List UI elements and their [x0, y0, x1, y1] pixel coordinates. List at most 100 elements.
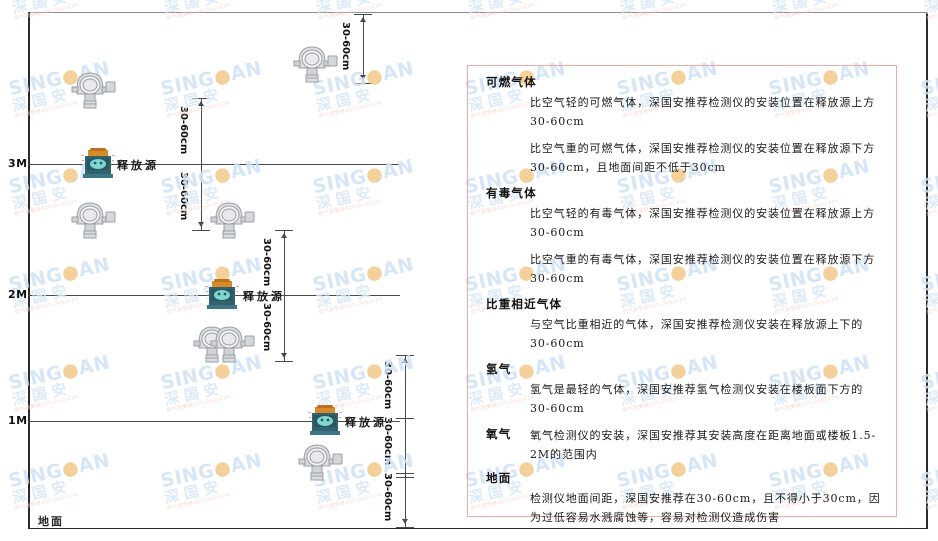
gas-release-source-icon [205, 278, 239, 316]
guidance-section-paragraph: 比空气轻的可燃气体，深国安推荐检测仪的安装位置在释放源上方30-60cm [530, 96, 876, 128]
dimension-label: 30-60cm [382, 473, 393, 522]
guidance-section: 氢气氢气是最轻的气体，深国安推荐氢气检测仪安装在楼板面下方的30-60cm [486, 361, 882, 418]
watermark-brand-en: SING●AN [7, 0, 126, 2]
watermark-subtext: 燃气报警器400-0601434 [926, 492, 938, 512]
watermark-subtext: 燃气报警器400-0601434 [318, 100, 384, 120]
frame-top-border [28, 12, 928, 13]
watermark-brand-en: SING●AN [6, 449, 113, 493]
level-rule-3m [28, 164, 400, 165]
level-rule-1m [28, 421, 400, 422]
leader-line-3m [130, 164, 170, 165]
level-label-3m: 3M [8, 157, 28, 170]
watermark-brand-cn: 深国安 [466, 0, 530, 17]
dimension-label: 30-60cm [178, 172, 189, 221]
watermark-brand-cn: 深国安 [162, 378, 226, 409]
guidance-section-paragraph: 比空气重的有毒气体，深国安推荐检测仪的安装位置在释放源下方30-60cm [530, 253, 876, 285]
watermark-brand-en: SING●AN [159, 0, 278, 2]
guidance-section-title: 氢气 [486, 362, 512, 376]
guidance-section-title: 地面 [486, 471, 512, 485]
watermark-brand-en: SING●AN [918, 459, 938, 493]
watermark-subtext: 燃气报警器400-0601434 [318, 296, 384, 316]
gas-detector-icon [68, 198, 116, 249]
watermark-brand-en: SING●AN [918, 263, 938, 297]
watermark-brand-cn: 深国安 [162, 0, 226, 17]
guidance-panel: 可燃气体 比空气轻的可燃气体，深国安推荐检测仪的安装位置在释放源上方30-60cm… [467, 65, 897, 524]
watermark-brand-en: SING●AN [918, 165, 938, 199]
frame-bottom-border [28, 528, 928, 529]
guidance-section-title: 有毒气体 [486, 186, 537, 200]
watermark-brand-en: SING●AN [919, 0, 938, 2]
watermark-brand-en: SING●AN [311, 0, 430, 2]
guidance-section-paragraph: 与空气比重相近的气体，深国安推荐检测仪安装在释放源上下的30-60cm [530, 318, 864, 350]
watermark-brand-en: SING●AN [310, 155, 417, 199]
watermark-subtext: 燃气报警器400-0601434 [774, 2, 840, 22]
watermark-subtext: 燃气报警器400-0601434 [166, 394, 232, 414]
level-label-1m: 1M [8, 414, 28, 427]
watermark-subtext: 燃气报警器400-0601434 [470, 2, 536, 22]
guidance-section-paragraph: 比空气轻的有毒气体，深国安推荐检测仪的安装位置在释放源上方30-60cm [530, 207, 876, 239]
watermark-brand-en: SING●AN [463, 0, 582, 2]
watermark-subtext: 燃气报警器400-0601434 [14, 394, 80, 414]
dimension-label: 30-60cm [261, 303, 272, 352]
gas-release-source-icon [308, 404, 342, 442]
dimension-column-1m: 30-60cm 30-60cm 30-60cm [382, 355, 423, 528]
ground-label: 地面 [38, 515, 64, 528]
guidance-section: 有毒气体比空气轻的有毒气体，深国安推荐检测仪的安装位置在释放源上方30-60cm… [486, 185, 882, 288]
guidance-section: 地面 检测仪地面间距，深国安推荐在30-60cm，且不得小于30cm，因为过低容易… [486, 470, 882, 527]
watermark-subtext: 燃气报警器400-0601434 [926, 2, 938, 22]
watermark-subtext: 燃气报警器400-0601434 [926, 198, 938, 218]
watermark-brand-en: SING●AN [615, 0, 734, 2]
watermark-brand-cn: 深国安 [314, 280, 378, 311]
watermark-subtext: 燃气报警器400-0601434 [14, 2, 80, 22]
watermark-brand-cn: 深国安 [618, 0, 682, 17]
watermark-brand-en: SING●AN [158, 57, 265, 101]
guidance-section-paragraph: 氧气检测仪的安装，深国安推荐其安装高度在距离地面或楼板1.5-2M的范围内 [530, 429, 877, 461]
guidance-section-paragraph: 比空气重的可燃气体，深国安推荐检测仪的安装位置在释放源下方30-60cm，且地面… [530, 142, 876, 174]
level-label-2m: 2M [8, 288, 28, 301]
leader-line-2m [256, 295, 290, 296]
dimension-column-3m: 30-60cm 30-60cm [178, 98, 219, 231]
guidance-panel-body: 可燃气体 比空气轻的可燃气体，深国安推荐检测仪的安装位置在释放源上方30-60cm… [468, 66, 896, 527]
guidance-section-paragraph: 氢气是最轻的气体，深国安推荐氢气检测仪安装在楼板面下方的30-60cm [530, 383, 864, 415]
watermark-subtext: 燃气报警器400-0601434 [926, 100, 938, 120]
frame-left-axis [28, 12, 30, 529]
gas-detector-icon [207, 322, 255, 373]
dimension-label: 30-60cm [340, 22, 351, 71]
source-label-1m: 释放源 [345, 416, 387, 429]
guidance-section-title: 比重相近气体 [486, 297, 563, 311]
dimension-column-top: 30-60cm [340, 14, 381, 84]
watermark-subtext: 燃气报警器400-0601434 [14, 296, 80, 316]
dimension-label: 30-60cm [261, 238, 272, 287]
frame-right-border [926, 12, 928, 529]
source-label-3m: 释放源 [117, 159, 159, 172]
source-label-2m: 释放源 [243, 290, 285, 303]
gas-detector-icon [207, 198, 255, 249]
watermark-brand-cn: 深国安 [770, 0, 834, 17]
gas-detector-icon [295, 440, 343, 491]
watermark-subtext: 燃气报警器400-0601434 [318, 198, 384, 218]
watermark-brand-en: SING●AN [310, 253, 417, 297]
guidance-section-title: 氧气 [486, 427, 512, 441]
watermark-subtext: 燃气报警器400-0601434 [166, 2, 232, 22]
gas-detector-icon [290, 42, 338, 93]
watermark-subtext: 燃气报警器400-0601434 [166, 492, 232, 512]
watermark-brand-en: SING●AN [918, 67, 938, 101]
watermark-brand-en: SING●AN [158, 449, 265, 493]
